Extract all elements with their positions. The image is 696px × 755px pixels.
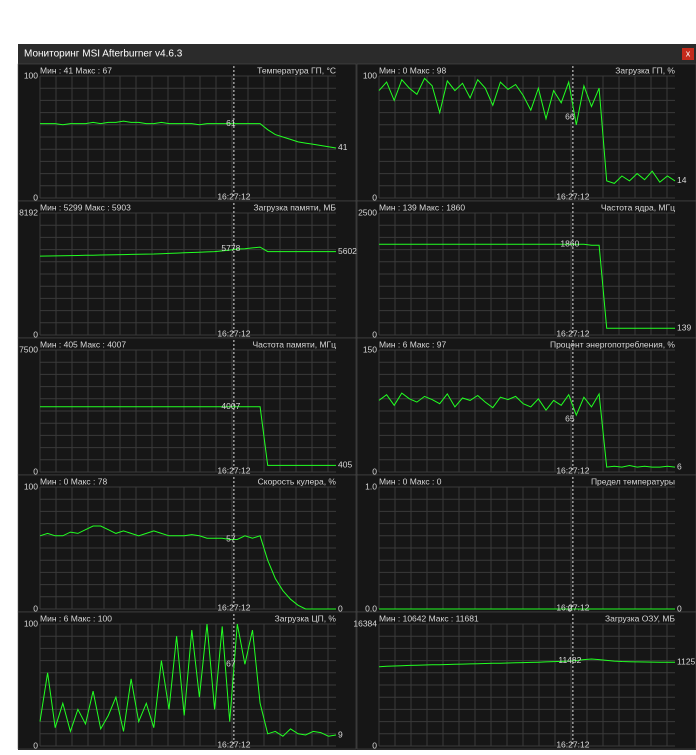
time: 16:27:12 xyxy=(556,739,589,749)
minmax: Мин : 5299 Макс : 5903 xyxy=(40,202,131,212)
last-value: 0 xyxy=(338,603,343,613)
panel-title: Температура ГП, °С xyxy=(257,65,336,75)
panel xyxy=(356,63,696,202)
time: 16:27:12 xyxy=(217,739,250,749)
close-button[interactable] xyxy=(682,48,694,60)
cursor-value: 65 xyxy=(565,413,575,423)
panel xyxy=(356,337,696,476)
window-title: Мониторинг MSI Afterburner v4.6.3 xyxy=(24,49,183,60)
y-min: 0 xyxy=(372,192,377,202)
cursor-value: 57 xyxy=(226,534,236,544)
y-max: 16384 xyxy=(353,618,377,628)
panel-title: Частота ядра, МГц xyxy=(601,202,675,212)
cursor-value: 1860 xyxy=(560,238,579,248)
last-value: 6 xyxy=(677,461,682,471)
panel xyxy=(17,63,357,202)
y-max: 100 xyxy=(24,618,38,628)
cursor-value: 5778 xyxy=(221,243,240,253)
cursor-value: 66 xyxy=(565,112,575,122)
y-max: 100 xyxy=(363,70,377,80)
cursor-value: 11482 xyxy=(558,655,581,665)
y-min: 0 xyxy=(33,740,38,750)
trace xyxy=(39,525,336,610)
minmax: Мин : 0 Макс : 0 xyxy=(379,476,442,486)
last-value: 405 xyxy=(338,460,352,470)
panel xyxy=(17,474,357,613)
minmax: Мин : 405 Макс : 4007 xyxy=(40,339,126,349)
trace xyxy=(379,243,675,329)
y-max: 1.0 xyxy=(365,481,377,491)
y-min: 0 xyxy=(372,740,377,750)
title-bar xyxy=(18,44,696,64)
last-value: 11251 xyxy=(677,656,696,666)
minmax: Мин : 41 Макс : 67 xyxy=(40,65,112,75)
trace xyxy=(39,246,336,257)
panel-title: Процент энергопотребления, % xyxy=(550,339,675,349)
cursor-value: 0 xyxy=(568,603,573,613)
trace xyxy=(378,392,676,468)
panel-title: Загрузка ГП, % xyxy=(615,65,675,75)
cursor-value: 67 xyxy=(226,659,236,669)
y-min: 0 xyxy=(372,329,377,339)
panel xyxy=(17,200,357,339)
panel-title: Скорость кулера, % xyxy=(258,476,337,486)
trace xyxy=(39,623,337,737)
cursor-value: 4007 xyxy=(221,401,240,411)
time: 16:27:12 xyxy=(556,602,589,612)
y-min: 0 xyxy=(372,466,377,476)
panel-title: Загрузка ЦП, % xyxy=(275,613,337,623)
last-value: 9 xyxy=(338,729,343,739)
y-min: 0.0 xyxy=(365,603,377,613)
y-min: 0 xyxy=(33,329,38,339)
panel xyxy=(356,200,696,339)
y-max: 150 xyxy=(363,344,377,354)
panel-title: Частота памяти, МГц xyxy=(252,339,336,349)
last-value: 139 xyxy=(677,322,691,332)
minmax: Мин : 6 Макс : 97 xyxy=(379,339,446,349)
time: 16:27:12 xyxy=(556,191,589,201)
y-max: 7500 xyxy=(19,344,38,354)
minmax: Мин : 6 Макс : 100 xyxy=(40,613,112,623)
last-value: 0 xyxy=(677,603,682,613)
cursor-value: 61 xyxy=(226,118,236,128)
y-max: 2500 xyxy=(358,207,377,217)
time: 16:27:12 xyxy=(556,465,589,475)
trace xyxy=(378,77,676,184)
time: 16:27:12 xyxy=(217,191,250,201)
y-min: 0 xyxy=(33,192,38,202)
time: 16:27:12 xyxy=(217,602,250,612)
y-max: 100 xyxy=(24,70,38,80)
trace xyxy=(40,406,336,466)
trace xyxy=(40,120,337,149)
last-value: 41 xyxy=(338,142,348,152)
panel xyxy=(356,611,696,750)
panel xyxy=(356,474,696,613)
panel-title: Загрузка ОЗУ, МБ xyxy=(605,613,675,623)
time: 16:27:12 xyxy=(217,465,250,475)
minmax: Мин : 10642 Макс : 11681 xyxy=(379,613,479,623)
y-min: 0 xyxy=(33,603,38,613)
trace xyxy=(378,658,675,668)
minmax: Мин : 0 Макс : 78 xyxy=(40,476,107,486)
last-value: 14 xyxy=(677,175,687,185)
y-max: 100 xyxy=(24,481,38,491)
y-min: 0 xyxy=(33,466,38,476)
time: 16:27:12 xyxy=(217,328,250,338)
y-max: 8192 xyxy=(19,207,38,217)
time: 16:27:12 xyxy=(556,328,589,338)
panel-title: Загрузка памяти, МБ xyxy=(253,202,336,212)
minmax: Мин : 0 Макс : 98 xyxy=(379,65,446,75)
close-label[interactable]: x xyxy=(686,48,691,58)
last-value: 5602 xyxy=(338,246,357,256)
minmax: Мин : 139 Макс : 1860 xyxy=(379,202,465,212)
panel-title: Предел температуры xyxy=(591,476,675,486)
